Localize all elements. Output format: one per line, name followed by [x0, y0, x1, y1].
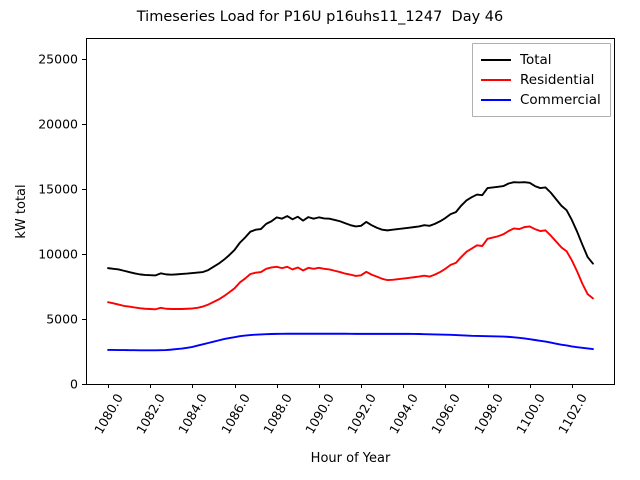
series-line-residential [107, 225, 594, 311]
y-tick-label: 10000 [38, 246, 78, 262]
y-axis-label: kW total [14, 184, 29, 239]
x-tick-label: 1082.0 [133, 391, 169, 437]
legend-label: Total [520, 52, 552, 68]
y-tick-label: 5000 [46, 311, 78, 327]
legend-item: Commercial [481, 90, 601, 110]
x-tick-label: 1098.0 [470, 391, 506, 437]
y-tick-label: 25000 [38, 51, 78, 67]
x-tick-label: 1084.0 [175, 391, 211, 437]
y-tick-label: 20000 [38, 116, 78, 132]
legend-color-swatch [481, 99, 511, 101]
series-line-commercial [107, 332, 594, 352]
y-tick-label: 15000 [38, 181, 78, 197]
x-tick-label: 1092.0 [344, 391, 380, 437]
y-tick-label: 0 [70, 376, 78, 392]
legend-label: Commercial [520, 92, 601, 108]
x-tick-label: 1080.0 [91, 391, 127, 437]
x-axis-label: Hour of Year [310, 451, 391, 466]
x-tick-label: 1094.0 [386, 391, 422, 437]
legend-item: Total [481, 50, 601, 70]
plot-area [86, 38, 615, 385]
series-line-total [107, 181, 594, 277]
x-tick-label: 1102.0 [554, 391, 590, 437]
legend-color-swatch [481, 59, 511, 61]
x-tick-label: 1100.0 [512, 391, 548, 437]
x-tick-label: 1096.0 [428, 391, 464, 437]
legend-item: Residential [481, 70, 601, 90]
legend-color-swatch [481, 79, 511, 81]
x-tick-label: 1090.0 [302, 391, 337, 437]
legend-label: Residential [520, 72, 595, 88]
x-tick-label: 1088.0 [259, 391, 295, 437]
legend: Total Residential Commercial [472, 43, 611, 117]
x-tick-label: 1086.0 [217, 391, 253, 437]
plot-lines [107, 181, 594, 352]
chart-title: Timeseries Load for P16U p16uhs11_1247 D… [136, 9, 504, 25]
